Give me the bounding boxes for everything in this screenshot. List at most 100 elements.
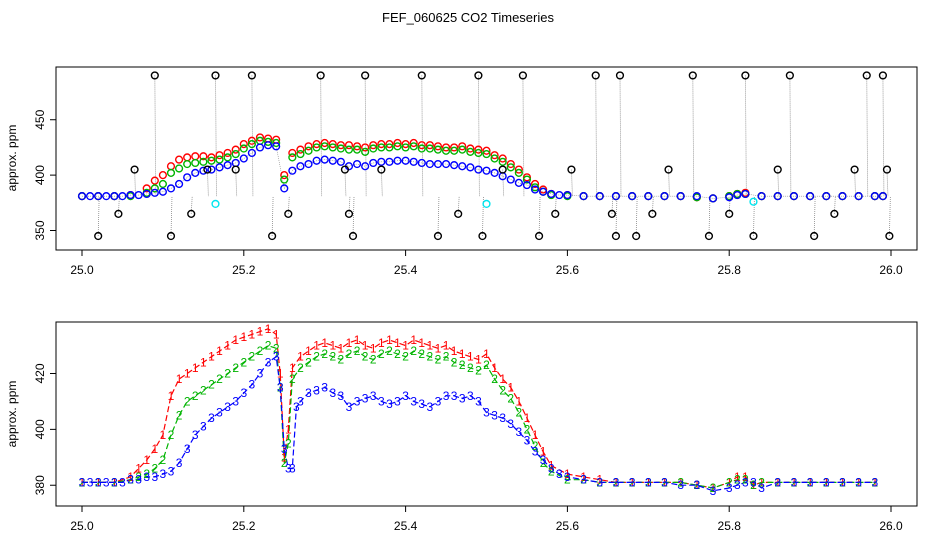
series-3-marker: 3 bbox=[402, 389, 409, 403]
series-1-marker: 1 bbox=[734, 470, 741, 484]
series-2-marker: 2 bbox=[168, 428, 175, 442]
series-ref-point bbox=[187, 209, 196, 218]
series-1-marker: 1 bbox=[467, 350, 474, 364]
series-1-marker: 1 bbox=[249, 327, 256, 341]
series-2-marker: 2 bbox=[305, 355, 312, 369]
trace-line bbox=[866, 75, 869, 197]
series-3-marker: 3 bbox=[103, 475, 110, 489]
series-3-point bbox=[514, 178, 523, 187]
trace-line bbox=[886, 169, 889, 197]
series-3-marker: 3 bbox=[710, 484, 717, 498]
series-3-point bbox=[352, 159, 362, 169]
trace-line bbox=[421, 75, 424, 197]
series-2-marker: 2 bbox=[524, 422, 531, 436]
series-ref-point bbox=[518, 71, 528, 80]
series-ref-point bbox=[551, 209, 560, 218]
series-2-marker: 2 bbox=[378, 347, 385, 361]
series-3-point bbox=[296, 162, 305, 171]
series-3-marker: 3 bbox=[839, 475, 846, 489]
series-3-marker: 3 bbox=[378, 394, 385, 408]
series-ref-point bbox=[150, 71, 159, 80]
x-tick-label: 25.2 bbox=[232, 519, 256, 533]
series-3-marker: 3 bbox=[200, 420, 207, 434]
series-3-point bbox=[183, 173, 192, 182]
series-1-point bbox=[239, 140, 248, 149]
trace-line bbox=[437, 196, 440, 237]
x-tick-label: 26.0 bbox=[879, 519, 903, 533]
series-1-marker: 1 bbox=[160, 428, 167, 442]
series-2-marker: 2 bbox=[277, 380, 284, 394]
series-ref-point bbox=[632, 231, 641, 241]
series-1-marker: 1 bbox=[596, 473, 603, 487]
trace-line bbox=[744, 75, 747, 197]
series-1-point bbox=[191, 152, 200, 161]
series-2-marker: 2 bbox=[394, 347, 401, 361]
series-ref-point bbox=[316, 71, 325, 80]
series-2-point bbox=[166, 168, 176, 177]
series-1-marker: 1 bbox=[580, 470, 587, 484]
series-3-marker: 3 bbox=[693, 478, 700, 492]
series-2-point bbox=[393, 142, 402, 151]
series-1-point bbox=[425, 141, 434, 150]
series-1-point bbox=[385, 140, 394, 149]
series-1-marker: 1 bbox=[475, 353, 482, 367]
series-3-point bbox=[255, 143, 265, 152]
series-3-point bbox=[789, 192, 799, 201]
x-tick-label: 25.6 bbox=[556, 263, 580, 277]
series-ref-point bbox=[749, 231, 758, 241]
series-3-point bbox=[555, 190, 564, 200]
y-tick-label: 450 bbox=[33, 109, 47, 129]
series-2-marker: 2 bbox=[232, 361, 239, 375]
series-2-point bbox=[401, 143, 410, 152]
series-1-marker: 1 bbox=[410, 333, 417, 347]
trace-line bbox=[668, 169, 670, 197]
series-1-point bbox=[166, 162, 176, 171]
series-2-marker: 2 bbox=[516, 406, 523, 420]
series-3-marker: 3 bbox=[507, 417, 514, 431]
series-1-marker: 1 bbox=[540, 445, 547, 459]
series-1-marker: 1 bbox=[289, 361, 296, 375]
x-tick-label: 25.8 bbox=[718, 263, 742, 277]
trace-line bbox=[882, 75, 885, 197]
series-3-marker: 3 bbox=[524, 434, 531, 448]
series-2-point bbox=[352, 145, 362, 154]
series-1-marker: 1 bbox=[79, 475, 86, 489]
series-2-marker: 2 bbox=[224, 366, 231, 380]
series-1-marker: 1 bbox=[176, 372, 183, 386]
series-1-marker: 1 bbox=[443, 339, 450, 353]
series-1-point bbox=[344, 141, 354, 150]
series-3-point bbox=[102, 192, 111, 201]
series-1-marker: 1 bbox=[285, 422, 292, 436]
series-ref-point bbox=[478, 231, 487, 241]
series-3-marker: 3 bbox=[758, 481, 765, 495]
series-3-point bbox=[644, 192, 653, 201]
series-3-marker: 3 bbox=[443, 389, 450, 403]
series-3-line bbox=[82, 355, 875, 492]
series-3-point bbox=[166, 184, 176, 193]
series-1-marker: 1 bbox=[192, 361, 199, 375]
series-3-point bbox=[239, 154, 248, 163]
series-1-point bbox=[296, 145, 305, 154]
series-3-point bbox=[409, 157, 418, 166]
series-2-marker: 2 bbox=[710, 481, 717, 495]
x-tick-label: 25.4 bbox=[394, 519, 418, 533]
series-3-point bbox=[441, 159, 451, 169]
series-1-point bbox=[514, 165, 523, 174]
series-3-marker: 3 bbox=[160, 467, 167, 481]
series-3-point bbox=[878, 192, 888, 201]
series-1-marker: 1 bbox=[451, 344, 458, 358]
series-1-marker: 1 bbox=[483, 347, 490, 361]
series-3-point bbox=[579, 192, 588, 201]
series-3-point bbox=[692, 192, 701, 201]
series-1-point bbox=[490, 151, 499, 160]
series-2-marker: 2 bbox=[240, 355, 247, 369]
series-ref-point bbox=[344, 209, 354, 218]
series-ref-point bbox=[567, 165, 576, 174]
series-2-marker: 2 bbox=[734, 473, 741, 487]
series-ref-point bbox=[268, 231, 277, 241]
series-2-marker: 2 bbox=[475, 364, 482, 378]
series-1-marker: 1 bbox=[548, 459, 555, 473]
series-3-point bbox=[94, 192, 103, 201]
series-2-marker: 2 bbox=[435, 353, 442, 367]
series-1-marker: 1 bbox=[394, 336, 401, 350]
